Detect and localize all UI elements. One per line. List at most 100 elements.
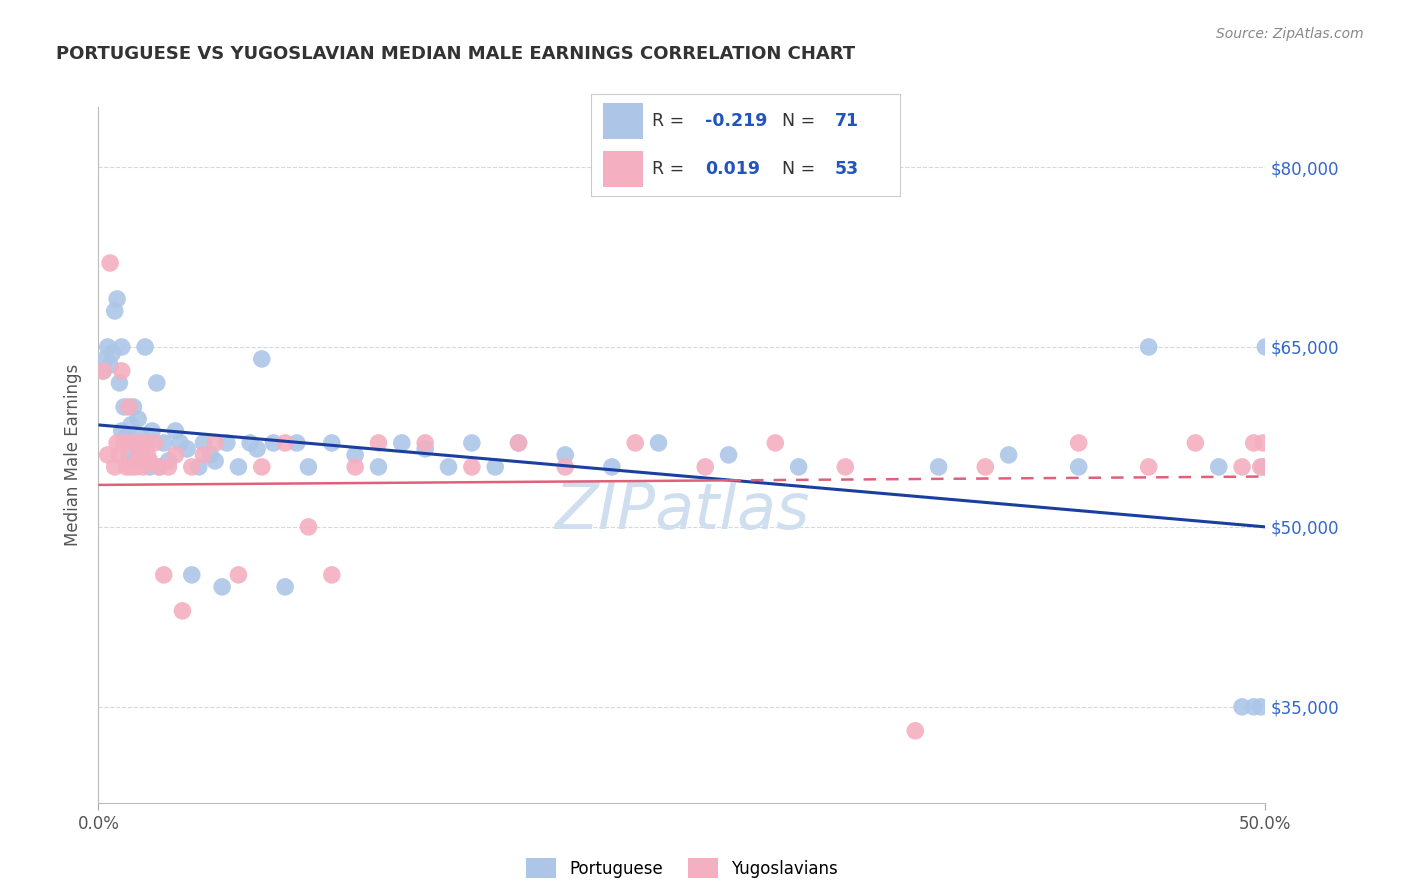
- Text: R =: R =: [652, 160, 696, 178]
- Point: [111, 340, 134, 354]
- Point: [91, 364, 114, 378]
- Point: [111, 424, 134, 438]
- Point: [118, 448, 141, 462]
- Point: [125, 459, 148, 474]
- Point: [344, 459, 367, 474]
- Bar: [603, 103, 643, 139]
- Point: [344, 448, 367, 462]
- Y-axis label: Median Male Earnings: Median Male Earnings: [65, 364, 83, 546]
- Point: [176, 442, 198, 456]
- Point: [1137, 340, 1160, 354]
- Point: [157, 459, 180, 474]
- Point: [193, 448, 215, 462]
- Point: [461, 459, 484, 474]
- Point: [122, 400, 145, 414]
- Point: [200, 448, 222, 462]
- Point: [437, 459, 460, 474]
- Bar: [603, 151, 643, 187]
- Point: [367, 459, 389, 474]
- Point: [139, 454, 162, 468]
- Point: [127, 412, 149, 426]
- Point: [246, 442, 269, 456]
- Point: [695, 459, 717, 474]
- Point: [413, 436, 436, 450]
- Point: [250, 459, 273, 474]
- Point: [115, 459, 138, 474]
- Point: [165, 424, 187, 438]
- Point: [215, 436, 238, 450]
- Point: [997, 448, 1019, 462]
- Point: [118, 400, 141, 414]
- Point: [204, 454, 226, 468]
- Point: [98, 358, 121, 372]
- Point: [187, 459, 209, 474]
- Point: [239, 436, 262, 450]
- Point: [122, 436, 145, 450]
- Point: [112, 400, 135, 414]
- Point: [125, 454, 148, 468]
- Point: [250, 351, 273, 366]
- Point: [1184, 436, 1206, 450]
- Point: [391, 436, 413, 450]
- Point: [112, 436, 135, 450]
- Point: [132, 459, 155, 474]
- Point: [834, 459, 856, 474]
- Point: [1243, 699, 1265, 714]
- Point: [180, 459, 202, 474]
- Point: [105, 292, 128, 306]
- Text: PORTUGUESE VS YUGOSLAVIAN MEDIAN MALE EARNINGS CORRELATION CHART: PORTUGUESE VS YUGOSLAVIAN MEDIAN MALE EA…: [56, 45, 855, 62]
- Text: Source: ZipAtlas.com: Source: ZipAtlas.com: [1216, 27, 1364, 41]
- Point: [141, 424, 163, 438]
- Point: [1137, 459, 1160, 474]
- Point: [122, 436, 145, 450]
- Point: [1250, 459, 1272, 474]
- Point: [1208, 459, 1230, 474]
- Point: [127, 448, 149, 462]
- Point: [157, 454, 180, 468]
- Point: [1230, 699, 1253, 714]
- Point: [165, 448, 187, 462]
- Point: [461, 436, 484, 450]
- Point: [1067, 436, 1090, 450]
- Point: [1251, 459, 1274, 474]
- Point: [91, 364, 114, 378]
- Point: [152, 567, 174, 582]
- Point: [787, 459, 810, 474]
- Point: [554, 448, 576, 462]
- Point: [624, 436, 647, 450]
- Point: [129, 430, 152, 444]
- Point: [508, 436, 530, 450]
- Point: [193, 436, 215, 450]
- Point: [172, 604, 194, 618]
- Legend: Portuguese, Yugoslavians: Portuguese, Yugoslavians: [519, 851, 845, 885]
- Point: [858, 172, 880, 186]
- Point: [97, 340, 120, 354]
- Point: [143, 436, 166, 450]
- Point: [94, 351, 117, 366]
- Point: [108, 448, 131, 462]
- Point: [228, 567, 250, 582]
- Point: [1254, 340, 1277, 354]
- Point: [1250, 699, 1272, 714]
- Point: [134, 436, 156, 450]
- Point: [600, 459, 623, 474]
- Point: [274, 436, 297, 450]
- Text: 71: 71: [835, 112, 859, 130]
- Point: [763, 436, 786, 450]
- Point: [134, 340, 156, 354]
- Text: R =: R =: [652, 112, 690, 130]
- Point: [211, 580, 233, 594]
- Point: [647, 436, 669, 450]
- Point: [120, 459, 142, 474]
- Point: [974, 459, 997, 474]
- Point: [297, 459, 319, 474]
- Point: [285, 436, 308, 450]
- Point: [1067, 459, 1090, 474]
- Point: [129, 436, 152, 450]
- Point: [321, 567, 343, 582]
- Point: [111, 364, 134, 378]
- Point: [204, 436, 226, 450]
- Point: [98, 256, 121, 270]
- Text: N =: N =: [782, 160, 821, 178]
- Point: [132, 442, 155, 456]
